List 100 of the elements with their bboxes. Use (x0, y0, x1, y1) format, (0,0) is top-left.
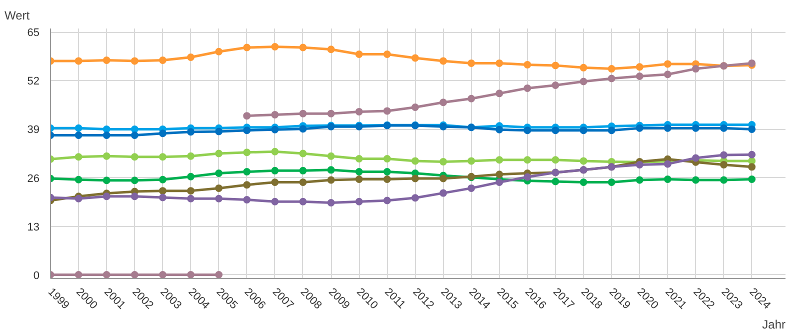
point (187, 152, 195, 160)
point (271, 110, 279, 118)
point (299, 166, 307, 174)
point (299, 125, 307, 133)
point (355, 168, 363, 176)
point (355, 108, 363, 116)
point (440, 174, 447, 182)
point (74, 57, 82, 65)
point (187, 128, 195, 136)
point (468, 94, 476, 102)
point (524, 84, 532, 92)
point (440, 158, 447, 166)
y-tick-label: 26 (27, 172, 40, 185)
point (74, 271, 82, 278)
point (748, 126, 756, 133)
point (102, 176, 110, 184)
point (636, 124, 644, 132)
point (664, 176, 672, 183)
point (102, 126, 110, 133)
point (636, 63, 644, 71)
point (748, 163, 756, 171)
point (608, 65, 616, 73)
point (664, 70, 672, 78)
point (187, 271, 195, 278)
point (608, 74, 616, 82)
y-tick-label: 39 (27, 124, 40, 136)
x-axis-title: Jahr (762, 318, 786, 331)
point (692, 65, 700, 73)
point (215, 150, 223, 158)
point (327, 166, 335, 174)
point (552, 62, 560, 70)
point (158, 56, 166, 64)
point (748, 150, 756, 158)
y-axis-title: Wert (4, 8, 30, 22)
point (215, 194, 223, 202)
point (383, 107, 391, 115)
point (158, 271, 166, 278)
point (552, 156, 560, 164)
point (243, 181, 251, 189)
point (130, 192, 138, 200)
point (411, 194, 419, 202)
point (748, 176, 756, 183)
point (411, 157, 419, 165)
point (243, 44, 251, 52)
point (580, 126, 588, 134)
point (580, 178, 588, 186)
point (299, 44, 307, 52)
point (130, 126, 138, 133)
point (271, 148, 279, 156)
point (243, 196, 251, 204)
point (720, 151, 728, 159)
point (440, 189, 447, 197)
point (552, 81, 560, 89)
point (664, 160, 672, 168)
point (102, 56, 110, 64)
point (158, 176, 166, 184)
point (243, 112, 251, 120)
point (130, 131, 138, 139)
point (271, 166, 279, 174)
point (636, 72, 644, 80)
point (496, 156, 504, 164)
point (102, 152, 110, 160)
point (496, 90, 504, 98)
point (440, 98, 447, 106)
point (215, 184, 223, 192)
point (468, 184, 476, 192)
point (496, 59, 504, 67)
point (299, 198, 307, 206)
point (720, 160, 728, 168)
point (552, 178, 560, 186)
point (158, 130, 166, 138)
point (215, 170, 223, 178)
point (720, 176, 728, 184)
point (130, 57, 138, 65)
point (692, 124, 700, 132)
point (215, 128, 223, 136)
point (636, 176, 644, 184)
point (243, 168, 251, 176)
point (187, 53, 195, 61)
point (580, 78, 588, 86)
point (299, 150, 307, 158)
point (158, 187, 166, 195)
point (608, 178, 616, 186)
point (74, 153, 82, 161)
point (299, 110, 307, 118)
point (383, 168, 391, 176)
point (524, 126, 532, 134)
point (271, 198, 279, 206)
point (158, 194, 166, 202)
point (130, 271, 138, 278)
point (215, 48, 223, 56)
point (327, 176, 335, 184)
point (327, 199, 335, 206)
point (552, 126, 560, 134)
point (130, 176, 138, 184)
point (524, 173, 532, 181)
point (355, 154, 363, 162)
point (692, 176, 700, 184)
point (355, 50, 363, 58)
point (271, 43, 279, 51)
